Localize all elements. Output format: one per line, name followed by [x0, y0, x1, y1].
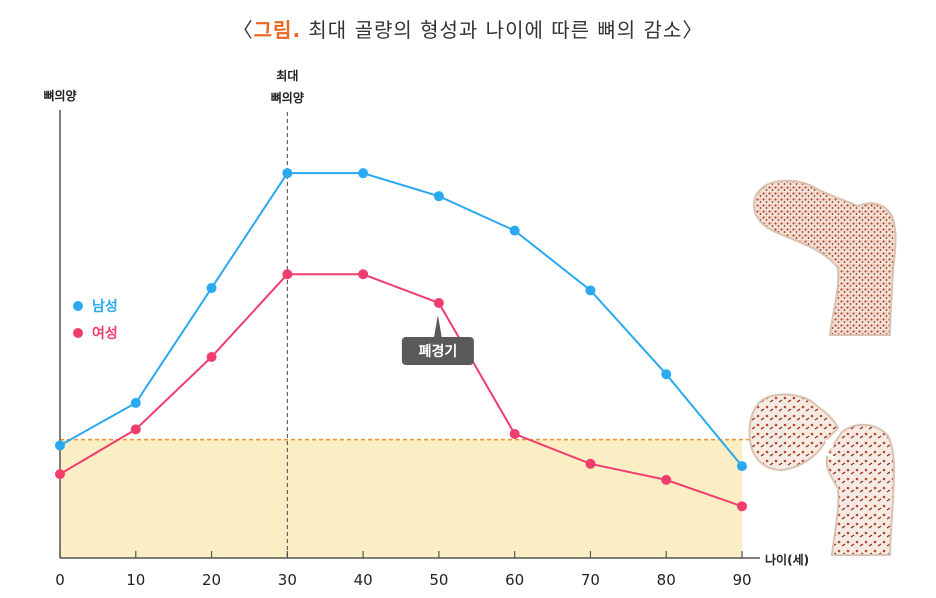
data-point-여성	[509, 428, 520, 439]
title-text: 최대 골량의 형성과 나이에 따른 뼈의 감소〉	[308, 18, 704, 42]
x-tick-label: 40	[354, 571, 373, 589]
y-axis-label: 뼈의양	[43, 88, 76, 103]
data-point-여성	[206, 351, 217, 362]
series-line-남성	[59, 172, 743, 467]
data-point-여성	[358, 269, 369, 280]
title-prefix: 〈	[232, 18, 254, 42]
menopause-callout-pointer	[433, 314, 442, 338]
data-point-여성	[661, 474, 672, 485]
data-point-남성	[585, 285, 596, 296]
fracture-threshold-region	[60, 439, 742, 558]
title-figure-label: 그림.	[253, 18, 302, 42]
fractured-femur-illustration	[748, 393, 895, 556]
x-tick-label: 20	[202, 571, 221, 589]
data-point-남성	[358, 168, 369, 179]
series-line-여성	[59, 273, 743, 508]
chart-title: 〈그림. 최대 골량의 형성과 나이에 따른 뼈의 감소〉	[0, 14, 936, 43]
data-point-남성	[282, 168, 293, 179]
x-tick-label: 10	[126, 571, 145, 589]
data-point-남성	[661, 369, 672, 380]
peak-label-line1: 최대	[276, 68, 298, 83]
data-point-여성	[585, 458, 596, 469]
data-point-남성	[55, 440, 65, 451]
legend-label-남성: 남성	[92, 298, 118, 315]
legend-marker-여성	[73, 328, 83, 338]
peak-label-line2: 뼈의양	[271, 90, 304, 105]
data-point-여성	[55, 469, 65, 480]
data-point-남성	[509, 225, 520, 236]
x-tick-label: 80	[657, 571, 676, 589]
data-point-여성	[737, 501, 747, 512]
x-tick-label: 70	[581, 571, 600, 589]
legend-marker-남성	[73, 301, 83, 311]
healthy-femur-illustration	[752, 179, 897, 336]
menopause-callout-label: 폐경기	[419, 343, 458, 360]
data-point-남성	[433, 191, 444, 202]
data-point-여성	[130, 424, 141, 435]
data-point-여성	[433, 297, 444, 308]
menopause-callout-box	[401, 337, 474, 365]
x-tick-label: 30	[278, 571, 297, 589]
data-point-남성	[130, 397, 141, 408]
x-tick-label: 60	[505, 571, 524, 589]
data-point-남성	[737, 461, 747, 472]
x-tick-label: 90	[732, 571, 751, 589]
data-point-여성	[282, 269, 293, 280]
legend-label-여성: 여성	[92, 325, 118, 342]
x-tick-label: 50	[429, 571, 448, 589]
data-point-남성	[206, 283, 217, 294]
x-tick-label: 0	[55, 571, 65, 589]
x-axis-label: 나이(세)	[765, 552, 809, 567]
